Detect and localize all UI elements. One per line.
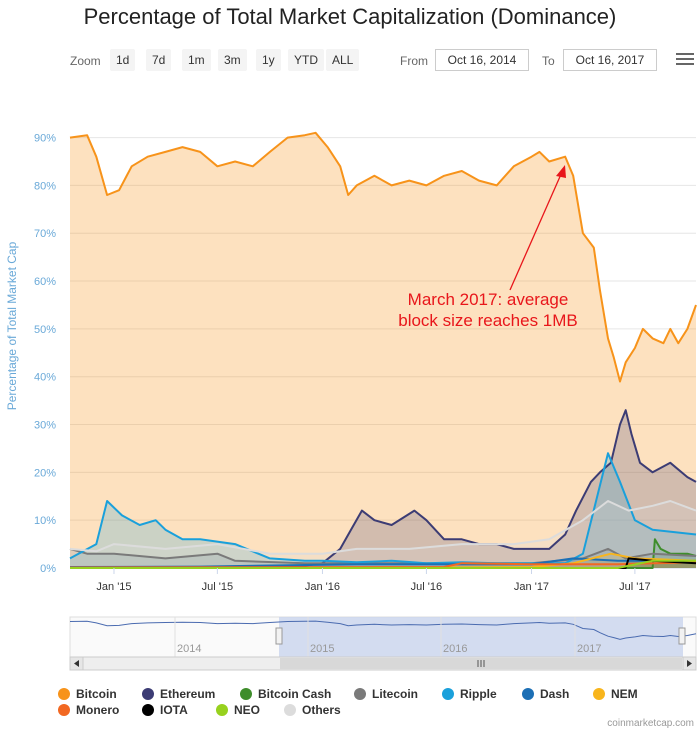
annotation-arrow-head (556, 165, 566, 178)
legend-item-bitcoin[interactable]: Bitcoin (58, 686, 117, 702)
legend-label: Bitcoin Cash (258, 687, 332, 701)
series-line-ripple[interactable] (69, 452, 697, 565)
navigator-year-label: 2014 (177, 643, 201, 655)
legend-item-litecoin[interactable]: Litecoin (354, 686, 418, 702)
from-label: From (400, 54, 428, 68)
credit-link[interactable]: coinmarketcap.com (607, 718, 694, 729)
navigator[interactable]: 2014 2015 2016 2017 (69, 616, 697, 671)
legend-label: Ripple (460, 687, 497, 701)
legend-swatch (142, 688, 154, 700)
legend-swatch (442, 688, 454, 700)
legend-swatch (216, 704, 228, 716)
legend-label: NEO (234, 703, 261, 717)
series-area-bitcoin (70, 132, 696, 569)
y-tick-label: 70% (34, 228, 56, 240)
x-tick-label: Jul '17 (619, 581, 650, 593)
legend-label: Ethereum (160, 687, 216, 701)
x-tick-label: Jan '17 (514, 581, 549, 593)
legend-label: Monero (76, 703, 120, 717)
legend-item-ripple[interactable]: Ripple (442, 686, 497, 702)
annotation-arrow-line (509, 171, 563, 291)
legend-label: Bitcoin (76, 687, 117, 701)
legend-label: NEM (611, 687, 638, 701)
series-line-bitcoin[interactable] (69, 131, 697, 383)
legend-item-nem[interactable]: NEM (593, 686, 638, 702)
legend-swatch (593, 688, 605, 700)
navigator-left-handle[interactable] (275, 627, 283, 645)
y-tick-label: 30% (34, 420, 56, 432)
series-areas (70, 132, 696, 569)
annotation: March 2017: average block size reaches 1… (398, 165, 578, 330)
zoom-ytd-button[interactable]: YTD (288, 49, 324, 71)
x-axis-ticks: Jan '15 Jul '15 Jan '16 Jul '16 Jan '17 Jul '… (96, 568, 651, 593)
legend-swatch (240, 688, 252, 700)
zoom-all-button[interactable]: ALL (326, 49, 360, 71)
series-line-bitcoin-cash[interactable] (70, 538, 697, 569)
legend-item-ethereum[interactable]: Ethereum (142, 686, 215, 702)
to-date-input[interactable]: Oct 16, 2017 (563, 49, 657, 71)
y-tick-label: 80% (34, 180, 56, 192)
y-axis-label: Percentage of Total Market Cap (5, 241, 19, 410)
legend-item-monero[interactable]: Monero (58, 702, 119, 718)
triangle-right-icon (687, 660, 692, 667)
series-line-neo[interactable] (70, 559, 696, 569)
zoom-label: Zoom (70, 54, 101, 68)
grip-icon (477, 660, 485, 667)
x-tick-label: Jul '16 (411, 581, 442, 593)
navigator-year-label: 2017 (577, 643, 601, 655)
navigator-selection[interactable] (279, 617, 683, 657)
chart-title: Percentage of Total Market Capitalizatio… (83, 4, 617, 29)
to-label: To (542, 54, 555, 68)
zoom-3m-button[interactable]: 3m (218, 49, 247, 71)
series-line-ethereum[interactable] (70, 409, 697, 569)
annotation-line-1: March 2017: average (408, 290, 569, 309)
legend-label: Litecoin (372, 687, 419, 701)
y-tick-label: 90% (34, 133, 56, 145)
legend-swatch (58, 704, 70, 716)
y-axis-ticks: 0% 10% 20% 30% 40% 50% 60% 70% 80% 90% (34, 133, 56, 575)
x-tick-label: Jul '15 (202, 581, 233, 593)
series-area-others (70, 501, 696, 568)
legend-label: IOTA (160, 703, 188, 717)
legend-swatch (522, 688, 534, 700)
y-tick-label: 60% (34, 276, 56, 288)
legend-swatch (354, 688, 366, 700)
zoom-1y-button[interactable]: 1y (256, 49, 281, 71)
triangle-left-icon (74, 660, 79, 667)
series-area-nem (70, 553, 696, 568)
hamburger-menu-icon[interactable] (676, 53, 694, 67)
zoom-1d-button[interactable]: 1d (110, 49, 136, 71)
annotation-line-2: block size reaches 1MB (398, 311, 578, 330)
legend-item-others[interactable]: Others (284, 702, 341, 718)
series-line-others[interactable] (69, 500, 697, 555)
from-date-input[interactable]: Oct 16, 2014 (435, 49, 529, 71)
y-tick-label: 0% (40, 563, 56, 575)
legend-swatch (142, 704, 154, 716)
navigator-year-label: 2015 (310, 643, 334, 655)
x-tick-label: Jan '16 (305, 581, 340, 593)
y-tick-label: 10% (34, 515, 56, 527)
zoom-1m-button[interactable]: 1m (182, 49, 211, 71)
zoom-7d-button[interactable]: 7d (146, 49, 172, 71)
y-tick-label: 40% (34, 372, 56, 384)
legend-swatch (58, 688, 70, 700)
series-area-ethereum (70, 410, 696, 568)
y-tick-label: 20% (34, 467, 56, 479)
legend-swatch (284, 704, 296, 716)
legend-label: Others (302, 703, 341, 717)
navigator-right-handle[interactable] (678, 627, 686, 645)
navigator-year-label: 2016 (443, 643, 467, 655)
legend-label: Dash (540, 687, 570, 701)
legend-item-iota[interactable]: IOTA (142, 702, 188, 718)
dominance-chart: 0% 10% 20% 30% 40% 50% 60% 70% 80% 90% Jan '15 Jul… (5, 131, 697, 671)
legend-item-dash[interactable]: Dash (522, 686, 569, 702)
legend-item-neo[interactable]: NEO (216, 702, 260, 718)
x-tick-label: Jan '15 (96, 581, 131, 593)
y-tick-label: 50% (34, 324, 56, 336)
series-lines (69, 131, 697, 569)
legend-item-bitcoin-cash[interactable]: Bitcoin Cash (240, 686, 331, 702)
